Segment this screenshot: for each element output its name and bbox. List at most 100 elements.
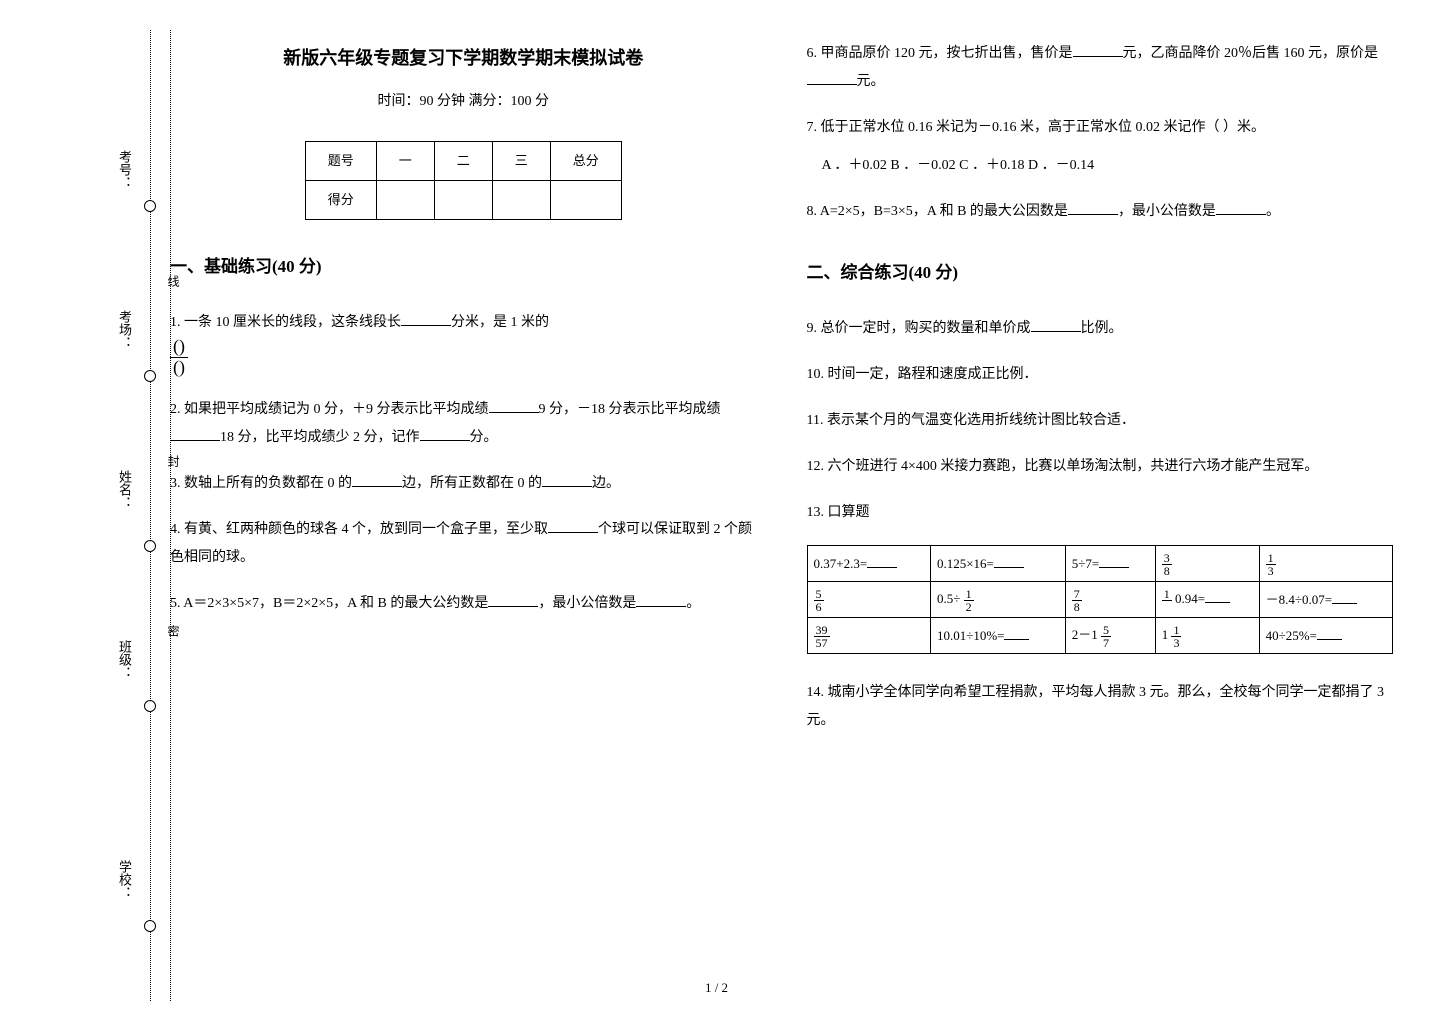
score-header: 题号 — [305, 142, 376, 181]
question-2: 2. 如果把平均成绩记为 0 分，＋9 分表示比平均成绩 9 分，－18 分表示比… — [170, 396, 757, 452]
dotted-line-2 — [150, 30, 151, 1001]
blank-field — [1068, 201, 1118, 215]
blank-field — [548, 519, 598, 533]
binding-circle — [144, 920, 156, 932]
blank-field — [1073, 43, 1123, 57]
question-14: 14. 城南小学全体同学向希望工程捐款，平均每人捐款 3 元。那么，全校每个同学… — [807, 679, 1394, 735]
score-header: 二 — [434, 142, 492, 181]
score-cell — [376, 181, 434, 220]
blank-field — [807, 71, 857, 85]
calc-cell: 56 — [807, 582, 930, 618]
question-text: 9. 总价一定时，购买的数量和单价成 — [807, 321, 1031, 336]
question-7: 7. 低于正常水位 0.16 米记为－0.16 米，高于正常水位 0.02 米记… — [807, 114, 1394, 180]
calc-cell: －8.4÷0.07= — [1259, 582, 1392, 618]
blank-field — [401, 312, 451, 326]
fraction: 3957 — [814, 624, 830, 649]
calc-cell: 78 — [1065, 582, 1155, 618]
table-row: 得分 — [305, 181, 621, 220]
score-cell — [492, 181, 550, 220]
question-text: 8. A=2×5，B=3×5，A 和 B 的最大公因数是 — [807, 204, 1068, 219]
calc-text: 5÷7= — [1072, 556, 1099, 571]
fraction: ()() — [170, 337, 188, 378]
question-text: 元，乙商品降价 20％后售 160 元，原价是 — [1123, 46, 1379, 61]
calc-table: 0.37+2.3= 0.125×16= 5÷7= 38 13 56 0.5÷ 1… — [807, 545, 1394, 654]
calc-cell: 0.37+2.3= — [807, 546, 930, 582]
calc-cell: 3957 — [807, 618, 930, 654]
question-text: ，最小公倍数是 — [538, 596, 636, 611]
question-9: 9. 总价一定时，购买的数量和单价成 比例。 — [807, 315, 1394, 343]
blank-field — [1099, 555, 1129, 568]
table-row: 3957 10.01÷10%= 2－1 57 1 13 40÷25%= — [807, 618, 1393, 654]
score-table: 题号 一 二 三 总分 得分 — [305, 141, 622, 220]
blank-field — [170, 427, 220, 441]
question-text: 1. 一条 10 厘米长的线段，这条线段长 — [170, 315, 401, 330]
fraction: 78 — [1072, 588, 1082, 613]
question-12: 12. 六个班进行 4×400 米接力赛跑，比赛以单场淘汰制，共进行六场才能产生… — [807, 453, 1394, 481]
blank-field — [352, 473, 402, 487]
blank-field — [420, 427, 470, 441]
blank-field — [994, 555, 1024, 568]
exam-binding-margin: 考号： 考场： 姓名： 班级： 学校： 线 封 密 — [50, 0, 150, 1011]
fraction: 1 — [1162, 588, 1172, 613]
calc-cell: 1 13 — [1155, 618, 1259, 654]
question-text: 9 分，－18 分表示比平均成绩 — [539, 402, 721, 417]
question-text: ，最小公倍数是 — [1118, 204, 1216, 219]
table-row: 0.37+2.3= 0.125×16= 5÷7= 38 13 — [807, 546, 1393, 582]
calc-text: 0.125×16= — [937, 556, 994, 571]
calc-text: 0.94= — [1175, 591, 1205, 606]
question-text: 分米，是 1 米的 — [451, 315, 549, 330]
question-text: 比例。 — [1081, 321, 1123, 336]
calc-cell: 2－1 57 — [1065, 618, 1155, 654]
label-xuexiao: 学校： — [115, 860, 134, 899]
score-cell — [550, 181, 621, 220]
fraction: 57 — [1101, 624, 1111, 649]
table-row: 56 0.5÷ 12 78 1 0.94= －8.4÷0.07= — [807, 582, 1393, 618]
label-kaochang: 考场： — [115, 310, 134, 349]
blank-field — [867, 555, 897, 568]
question-5: 5. A＝2×3×5×7，B＝2×2×5，A 和 B 的最大公约数是，最小公倍数… — [170, 590, 757, 618]
fraction: 13 — [1171, 624, 1181, 649]
blank-field — [1216, 201, 1266, 215]
section-title: 二、综合练习(40 分) — [807, 256, 1394, 290]
question-text: 边。 — [592, 476, 620, 491]
calc-text: 2－1 — [1072, 627, 1098, 642]
label-banji: 班级： — [115, 640, 134, 679]
calc-text: 0.37+2.3= — [814, 556, 868, 571]
question-1: 1. 一条 10 厘米长的线段，这条线段长 分米，是 1 米的 ()() — [170, 309, 757, 378]
blank-field — [1031, 318, 1081, 332]
binding-circle — [144, 200, 156, 212]
binding-circle — [144, 540, 156, 552]
blank-field — [636, 593, 686, 607]
question-text: 。 — [1266, 204, 1280, 219]
question-10: 10. 时间一定，路程和速度成正比例． — [807, 361, 1394, 389]
question-text: 18 分，比平均成绩少 2 分，记作 — [220, 430, 420, 445]
calc-cell: 40÷25%= — [1259, 618, 1392, 654]
question-text: 4. 有黄、红两种颜色的球各 4 个，放到同一个盒子里，至少取 — [170, 522, 548, 537]
calc-text: 1 — [1162, 627, 1169, 642]
question-text: 2. 如果把平均成绩记为 0 分，＋9 分表示比平均成绩 — [170, 402, 489, 417]
label-kaohao: 考号： — [115, 150, 134, 189]
table-row: 题号 一 二 三 总分 — [305, 142, 621, 181]
score-label: 得分 — [305, 181, 376, 220]
page-subtitle: 时间：90 分钟 满分：100 分 — [170, 88, 757, 116]
section-title: 一、基础练习(40 分) — [170, 250, 757, 284]
choice-row: A ．＋0.02 B ．－0.02 C ．＋0.18 D ．－0.14 — [807, 152, 1394, 180]
calc-cell: 10.01÷10%= — [930, 618, 1065, 654]
blank-field — [1004, 627, 1029, 640]
calc-text: 40÷25%= — [1266, 628, 1317, 643]
blank-field — [542, 473, 592, 487]
question-text: 7. 低于正常水位 0.16 米记为－0.16 米，高于正常水位 0.02 米记… — [807, 120, 1266, 135]
question-text: 6. 甲商品原价 120 元，按七折出售，售价是 — [807, 46, 1073, 61]
blank-field — [1317, 627, 1342, 640]
question-8: 8. A=2×5，B=3×5，A 和 B 的最大公因数是 ，最小公倍数是 。 — [807, 198, 1394, 226]
left-column: 新版六年级专题复习下学期数学期末模拟试卷 时间：90 分钟 满分：100 分 题… — [170, 40, 757, 753]
calc-cell: 0.125×16= — [930, 546, 1065, 582]
fraction: 38 — [1162, 552, 1172, 577]
page-number: 1 / 2 — [705, 980, 728, 996]
calc-cell: 0.5÷ 12 — [930, 582, 1065, 618]
right-column: 6. 甲商品原价 120 元，按七折出售，售价是 元，乙商品降价 20％后售 16… — [807, 40, 1394, 753]
calc-cell: 13 — [1259, 546, 1392, 582]
question-text: 。 — [686, 596, 700, 611]
question-text: 元。 — [857, 74, 885, 89]
calc-text: 10.01÷10%= — [937, 628, 1005, 643]
